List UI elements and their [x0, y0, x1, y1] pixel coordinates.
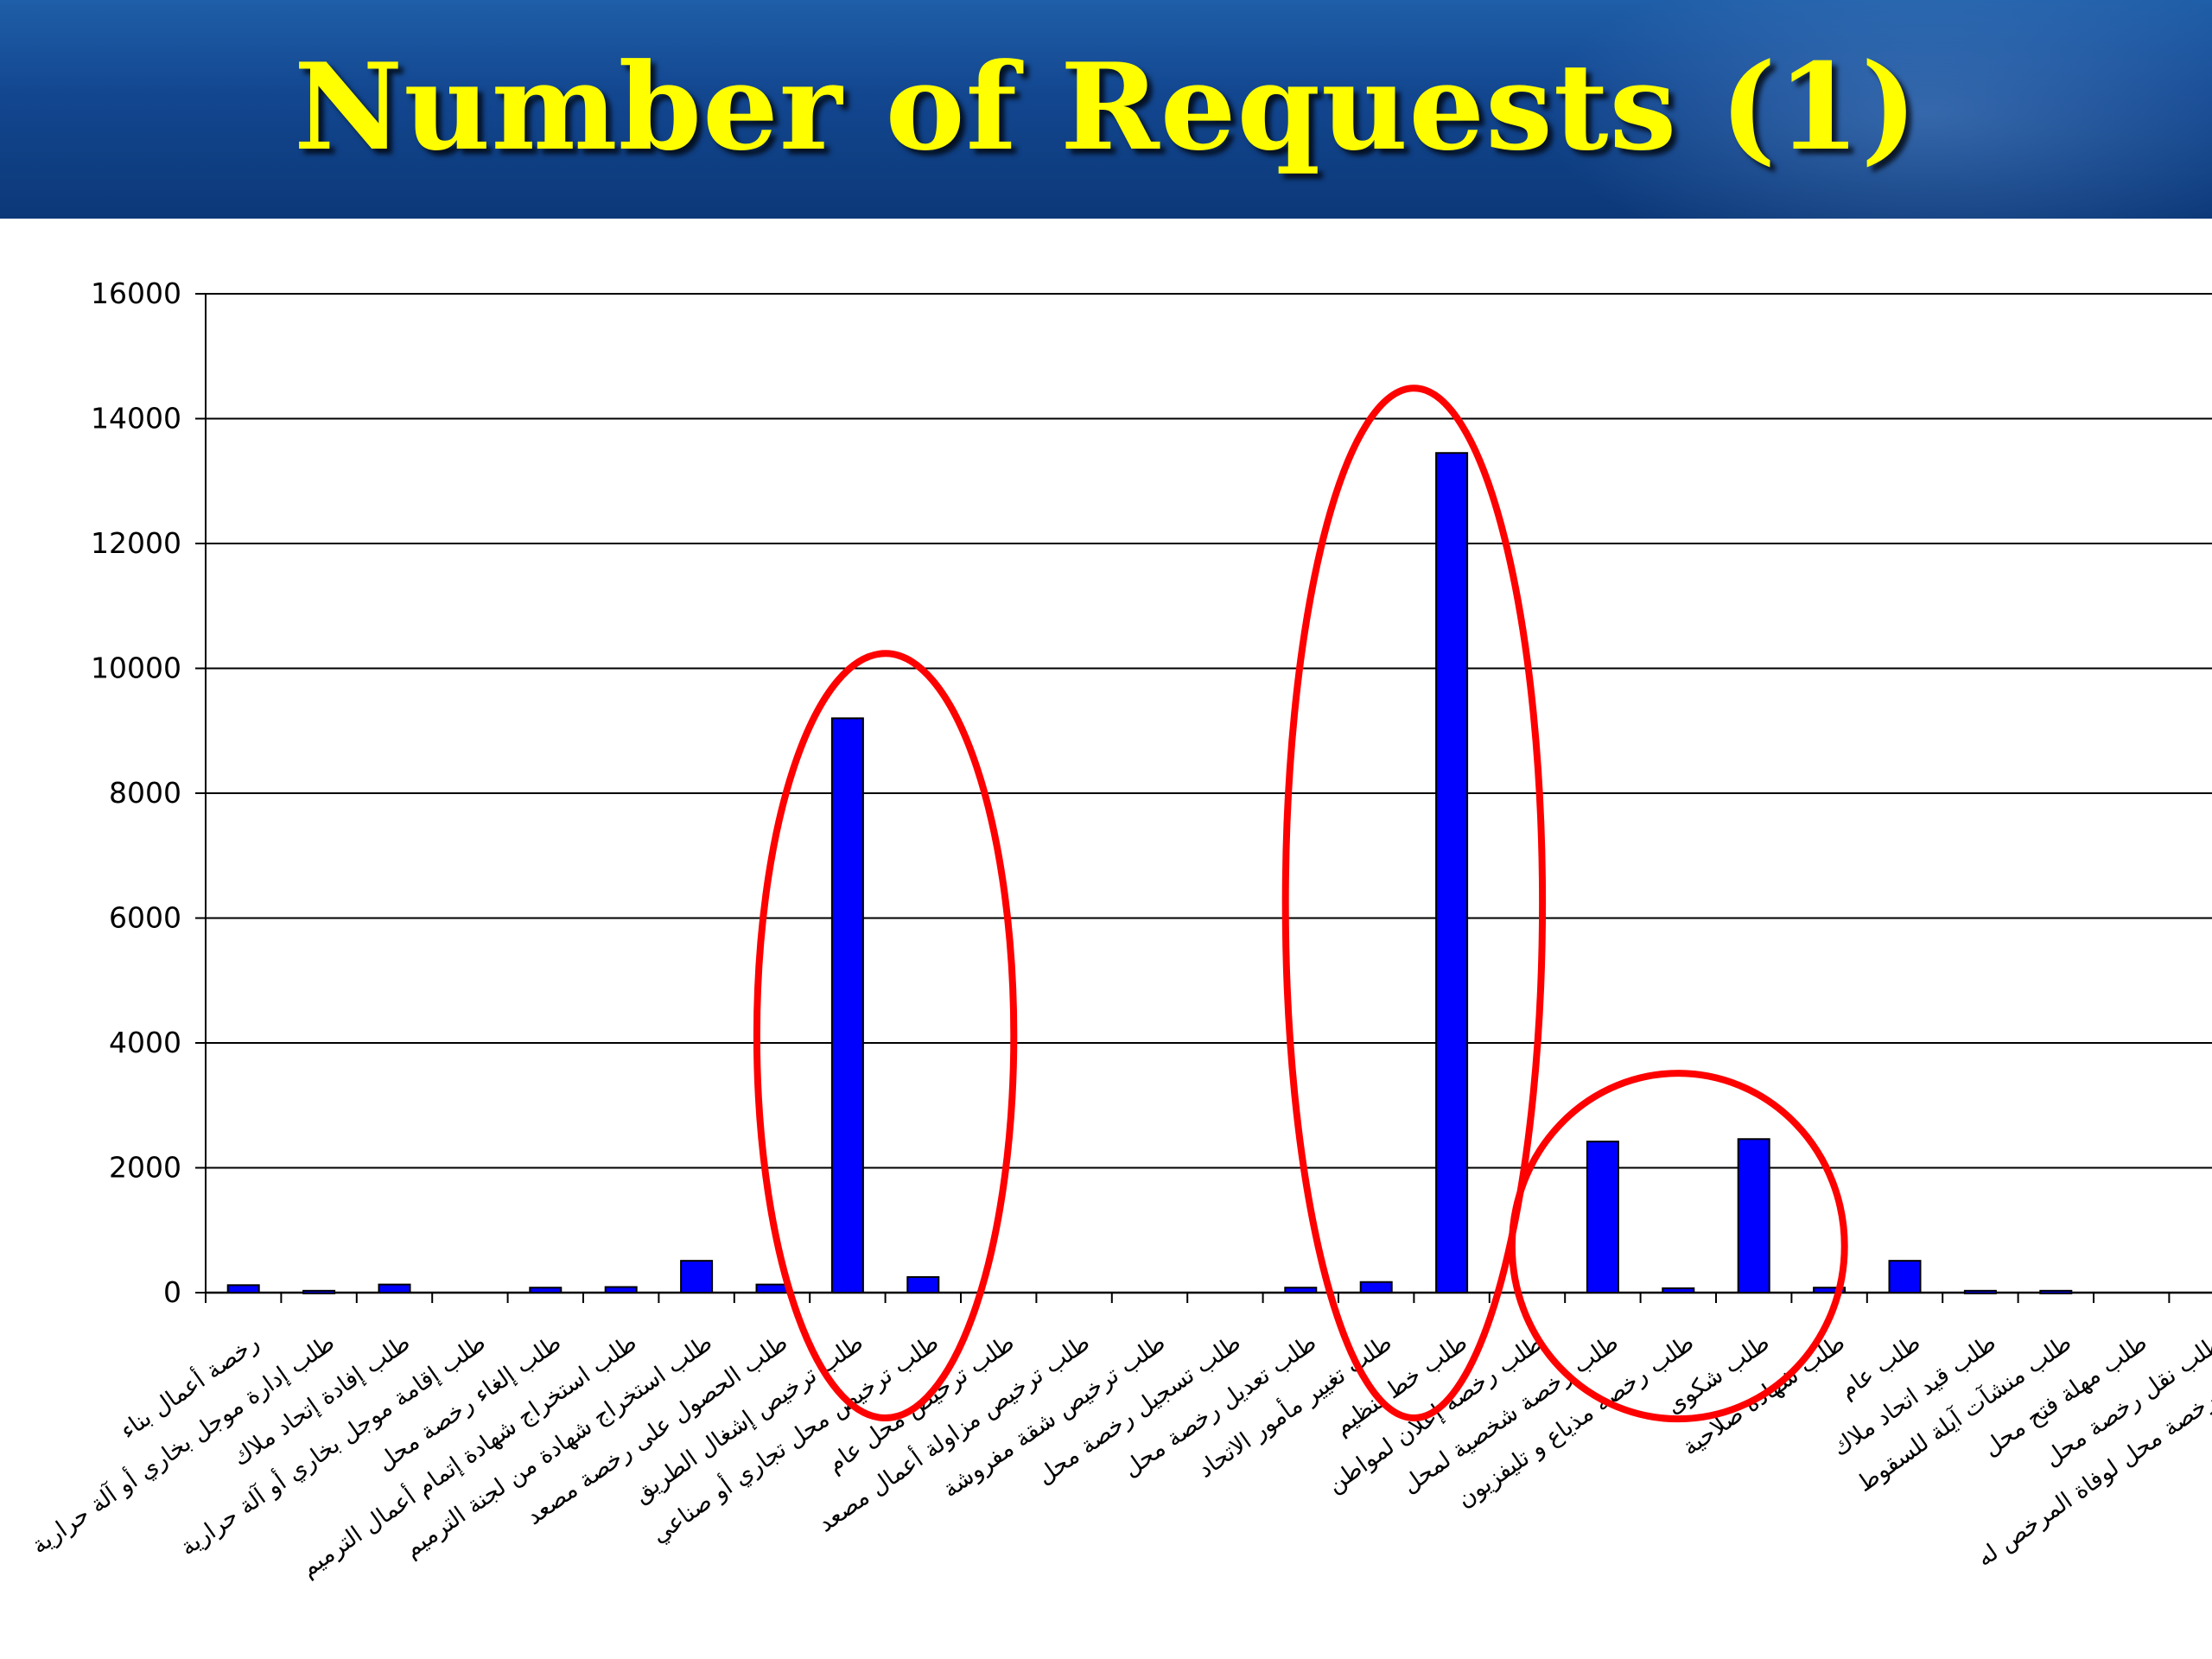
bar — [906, 1275, 940, 1294]
bar — [1888, 1260, 1922, 1294]
highlight-ellipses — [753, 385, 1848, 1423]
bars — [226, 452, 2073, 1294]
bar — [1963, 1289, 1997, 1294]
bar — [1813, 1287, 1847, 1294]
y-tick-label: 4000 — [109, 1026, 181, 1059]
y-tick-label: 10000 — [91, 652, 181, 685]
bar — [2039, 1289, 2073, 1294]
y-tick-label: 2000 — [109, 1151, 181, 1185]
axes — [195, 293, 2212, 1303]
bar — [755, 1283, 789, 1294]
bar — [302, 1289, 336, 1294]
y-tick-label: 0 — [163, 1275, 181, 1309]
highlight-ellipse — [1281, 385, 1547, 1421]
y-tick-label: 8000 — [109, 776, 181, 810]
bar — [1737, 1138, 1770, 1294]
bar — [680, 1260, 714, 1294]
bar — [830, 717, 864, 1294]
bar — [604, 1286, 638, 1294]
y-tick-label: 6000 — [109, 901, 181, 935]
bar — [1586, 1141, 1619, 1294]
bar — [529, 1287, 563, 1294]
bar — [1435, 452, 1469, 1294]
x-tick-label: طلب إدارة موجل بخاري أو آلة حرارية — [25, 1326, 340, 1560]
bar — [1359, 1281, 1393, 1294]
y-tick-label: 14000 — [91, 402, 181, 435]
bar — [226, 1284, 260, 1294]
gridlines — [206, 293, 2212, 1169]
y-tick-labels: 0 2000 4000 6000 8000 10000 12000 14000 16000 — [91, 276, 181, 1309]
y-tick-label: 16000 — [91, 276, 181, 310]
bar — [1662, 1287, 1695, 1294]
highlight-ellipse — [1508, 1070, 1848, 1423]
y-tick-label: 12000 — [91, 526, 181, 560]
slide-title: Number of Requests (1) — [294, 36, 1918, 177]
highlight-ellipse — [753, 650, 1018, 1422]
title-banner — [0, 0, 2212, 219]
bar — [1284, 1287, 1318, 1294]
bar — [378, 1283, 411, 1294]
